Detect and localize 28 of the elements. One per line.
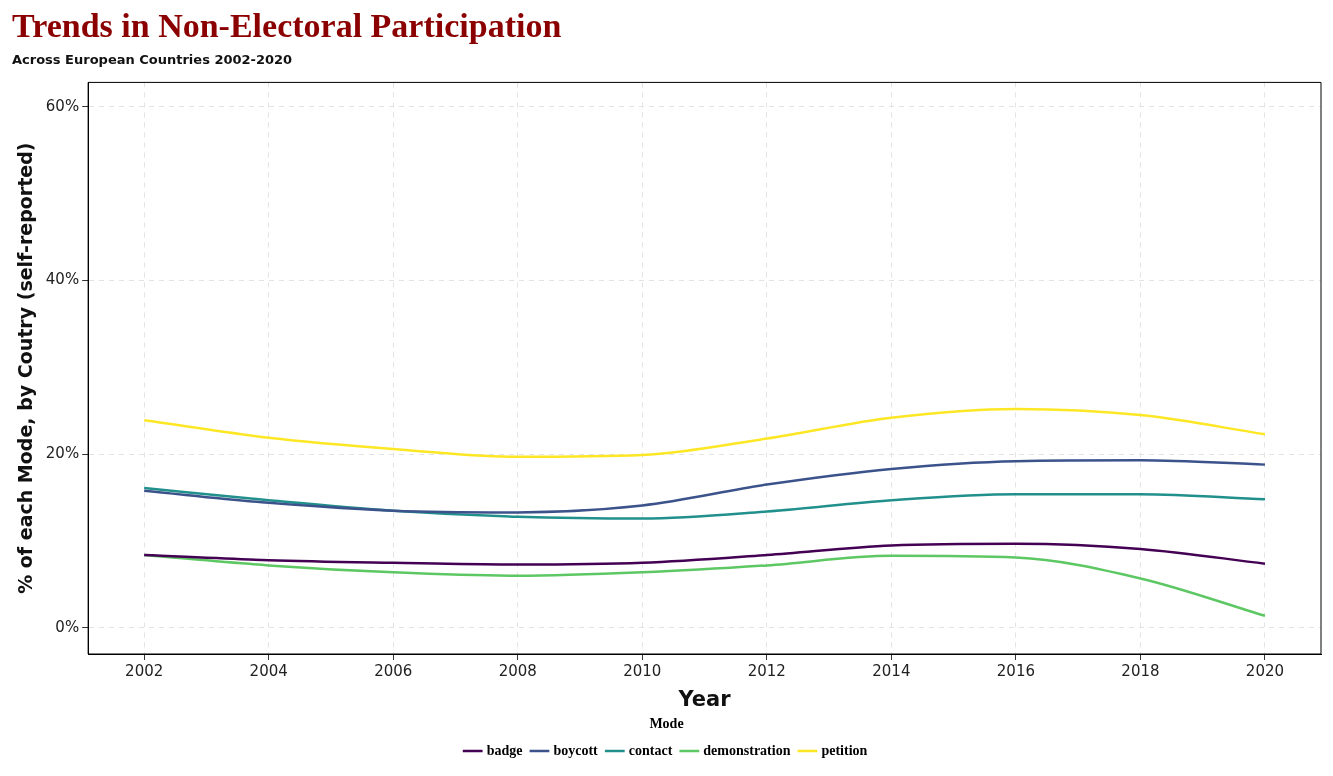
y-tick-label: 0%: [55, 617, 80, 636]
x-tick-label: 2020: [1245, 661, 1285, 680]
line-series: [142, 459, 1267, 514]
chart-title: Trends in Non-Electoral Participation: [12, 7, 562, 45]
y-axis-title: % of each Mode, by Coutry (self-reported): [14, 142, 37, 594]
x-axis-title: Year: [677, 687, 732, 712]
x-tick-label: 2004: [249, 661, 288, 680]
legend-label: badge: [486, 742, 523, 758]
x-tick-label: 2010: [623, 661, 662, 680]
x-tick-label: 2016: [996, 661, 1035, 680]
legend-label: petition: [821, 742, 868, 758]
legend-label: contact: [628, 742, 673, 758]
line-series: [142, 486, 1267, 520]
legend-label: boycott: [553, 742, 599, 758]
legend-title: Mode: [649, 715, 684, 731]
y-tick-label: 20%: [45, 444, 80, 463]
y-tick-label: 60%: [45, 96, 80, 115]
x-tick-label: 2008: [498, 661, 537, 680]
x-tick-label: 2006: [374, 661, 413, 680]
x-tick-label: 2012: [747, 661, 786, 680]
chart-subtitle: Across European Countries 2002-2020: [12, 51, 293, 67]
y-tick-label: 40%: [45, 270, 80, 289]
x-tick-label: 2014: [872, 661, 911, 680]
x-tick-label: 2002: [125, 661, 164, 680]
line-series: [142, 542, 1267, 566]
legend-label: demonstration: [703, 742, 791, 758]
line-series: [142, 407, 1267, 459]
x-tick-label: 2018: [1121, 661, 1160, 680]
